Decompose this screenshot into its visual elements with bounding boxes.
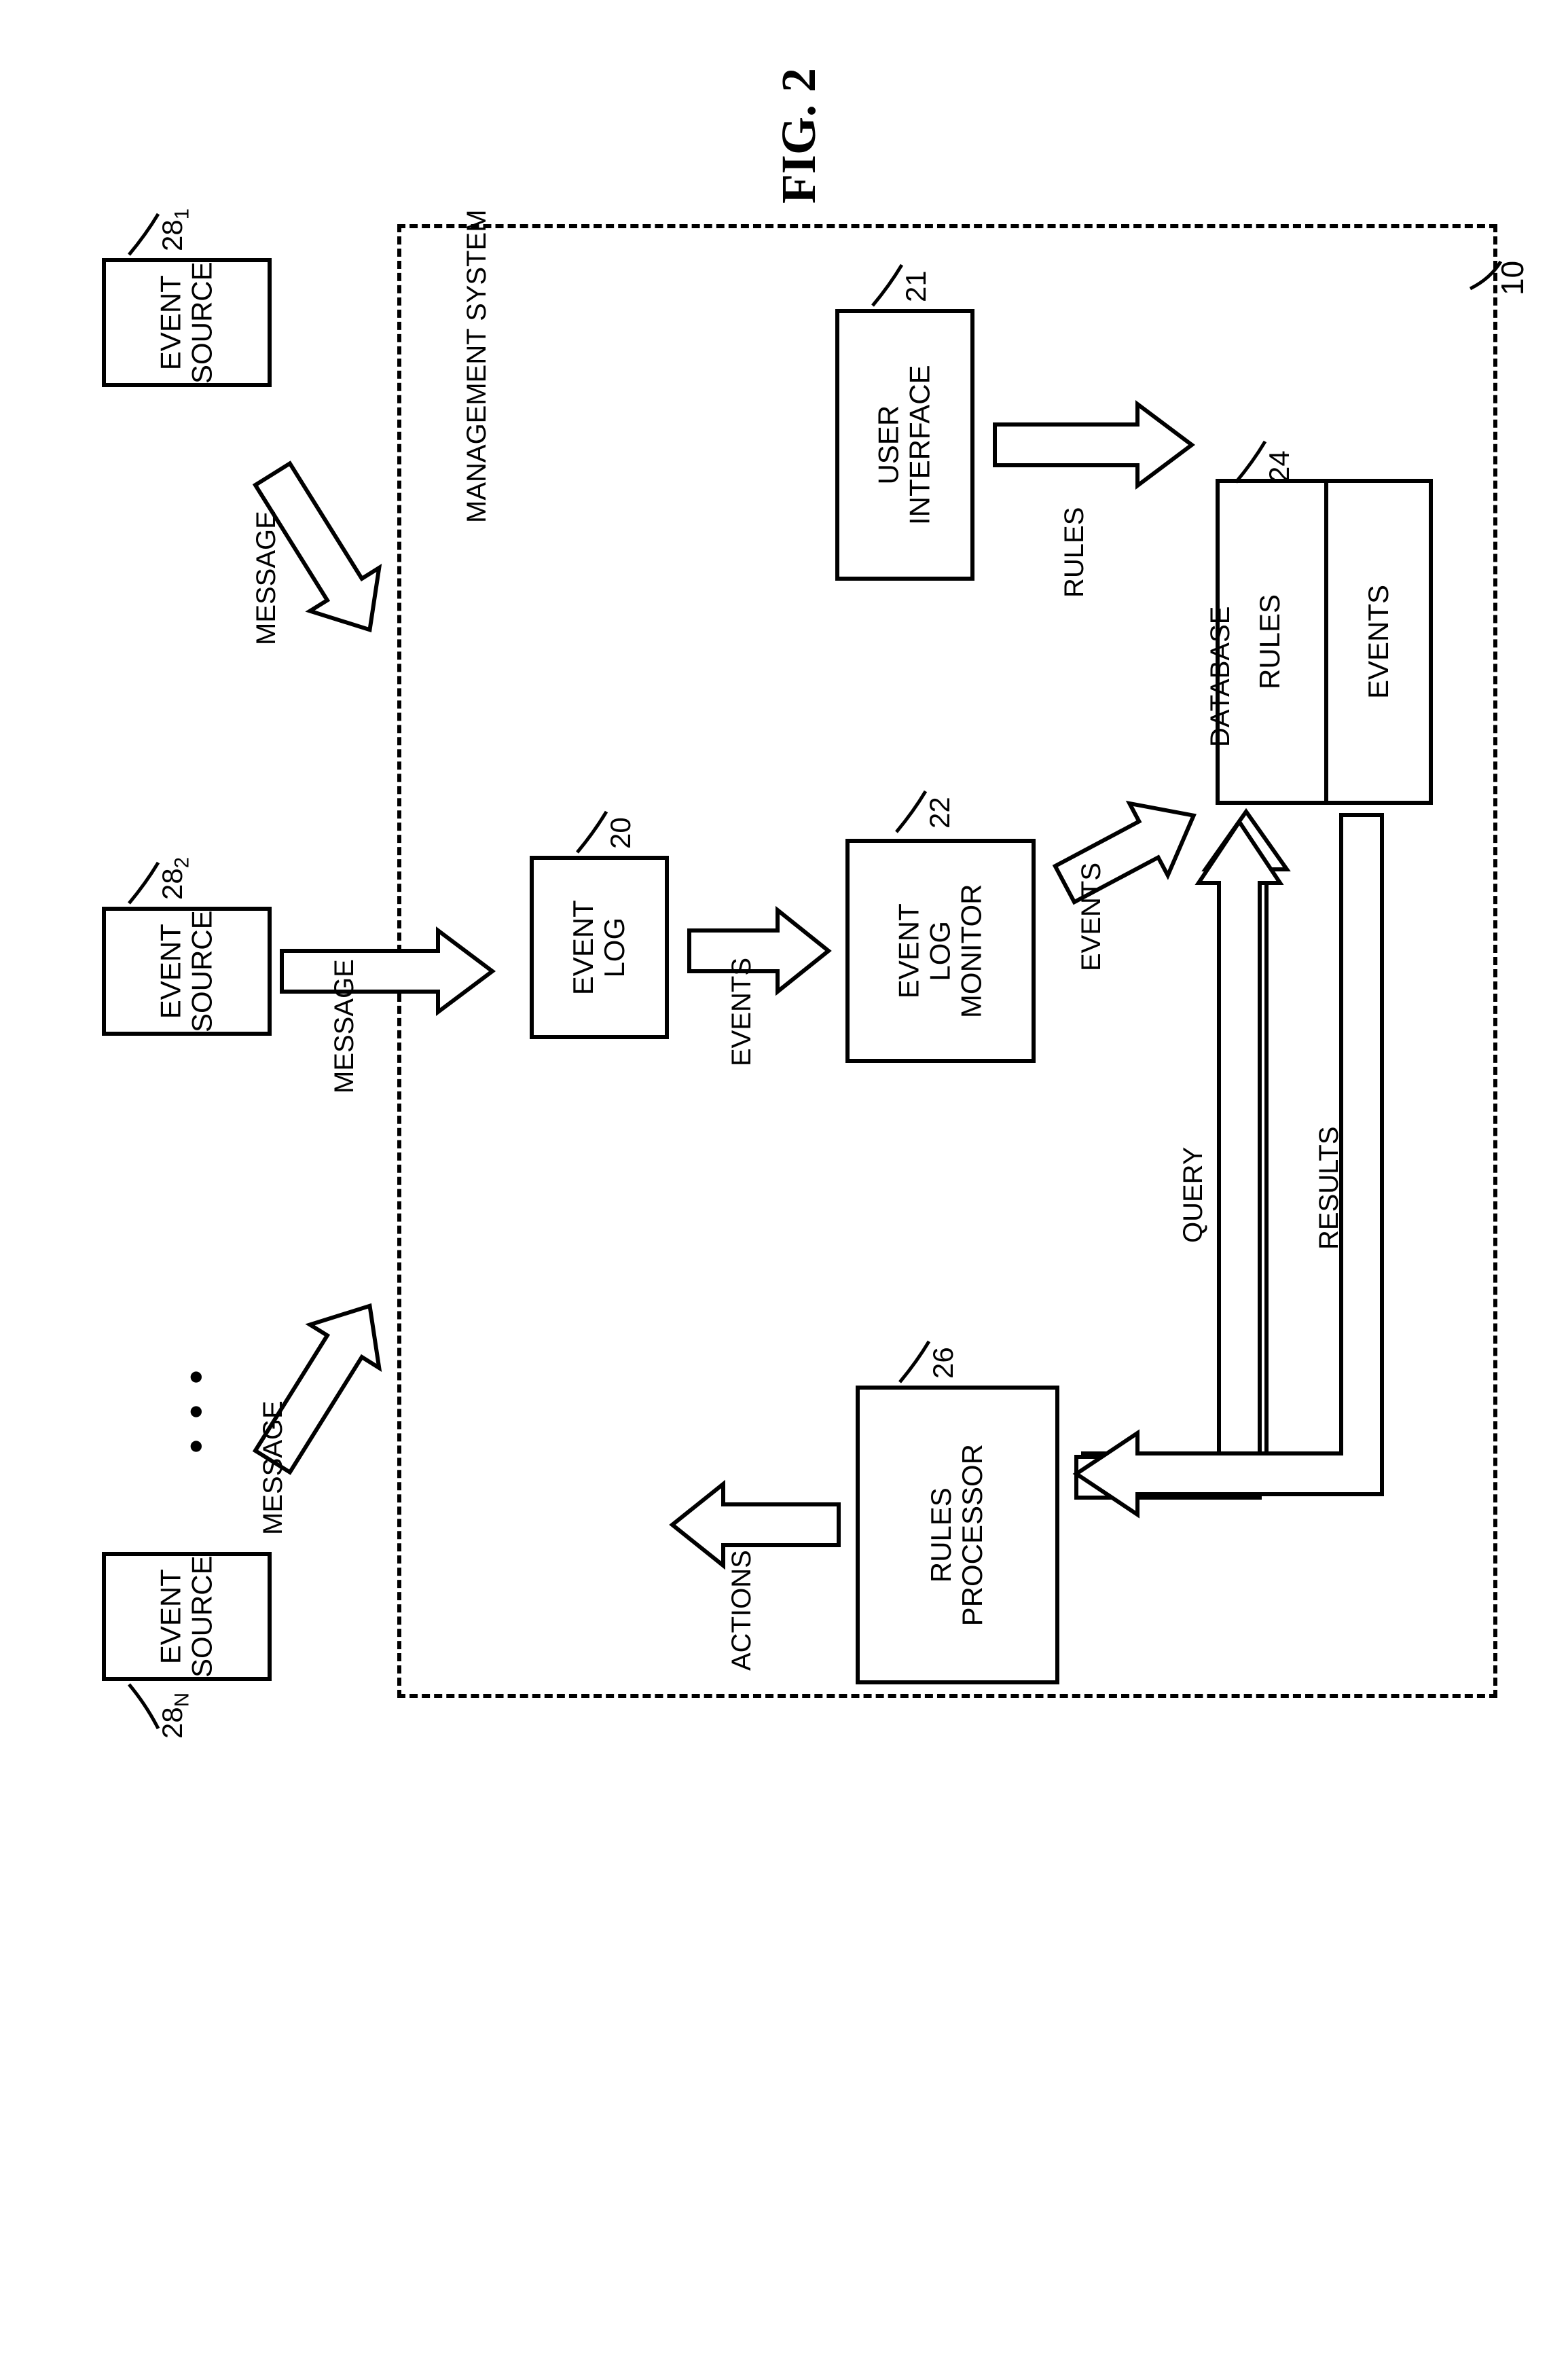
leader-event-log (574, 808, 621, 863)
event-source-n: EVENTSOURCE (102, 1552, 272, 1681)
event-log-label: EVENTLOG (568, 900, 630, 995)
event-source-2: EVENTSOURCE (102, 907, 272, 1036)
event-source-n-label: EVENTSOURCE (155, 1555, 217, 1678)
arrow-events-1 (676, 883, 845, 1019)
label-message-n: MESSAGE (258, 1400, 289, 1535)
leader-es2 (126, 859, 173, 914)
event-source-2-label: EVENTSOURCE (155, 910, 217, 1032)
label-message-1: MESSAGE (251, 511, 282, 645)
database-label: DATABASE (1205, 607, 1236, 747)
leader-elm (893, 788, 941, 842)
user-interface-box: USERINTERFACE (835, 309, 974, 581)
figure-title: FIG. 2 (771, 68, 827, 204)
event-source-1-label: EVENTSOURCE (155, 261, 217, 384)
db-events-cell: EVENTS (1321, 584, 1436, 700)
label-rules-arrow: RULES (1059, 507, 1090, 598)
leader-ui (869, 261, 917, 316)
leader-es1 (126, 211, 173, 265)
label-results: RESULTS (1314, 1126, 1345, 1250)
leader-esn (126, 1678, 173, 1732)
leader-system (1463, 251, 1518, 306)
arrow-actions (662, 1453, 852, 1555)
rules-processor-label: RULESPROCESSOR (926, 1444, 988, 1626)
diagram-canvas: FIG. 2 MANAGEMENT SYSTEM 10 EVENTSOURCE … (37, 27, 1531, 2268)
arrow-message-2 (261, 883, 519, 1060)
label-events-1: EVENTS (727, 958, 757, 1066)
arrow-message-1 (180, 367, 452, 720)
leader-db (1233, 438, 1280, 492)
arrow-rules (981, 374, 1212, 516)
event-log-box: EVENTLOG (530, 856, 669, 1039)
arrow-message-n (180, 1216, 452, 1569)
arrow-results (1063, 808, 1443, 1549)
event-log-monitor-box: EVENTLOGMONITOR (845, 839, 1036, 1063)
leader-rp (896, 1338, 944, 1392)
management-system-label: MANAGEMENT SYSTEM (462, 209, 492, 523)
user-interface-label: USERINTERFACE (873, 365, 936, 525)
label-message-2: MESSAGE (329, 959, 360, 1093)
event-log-monitor-label: EVENTLOGMONITOR (893, 884, 987, 1018)
rules-processor-box: RULESPROCESSOR (856, 1386, 1059, 1684)
label-actions: ACTIONS (727, 1550, 757, 1671)
